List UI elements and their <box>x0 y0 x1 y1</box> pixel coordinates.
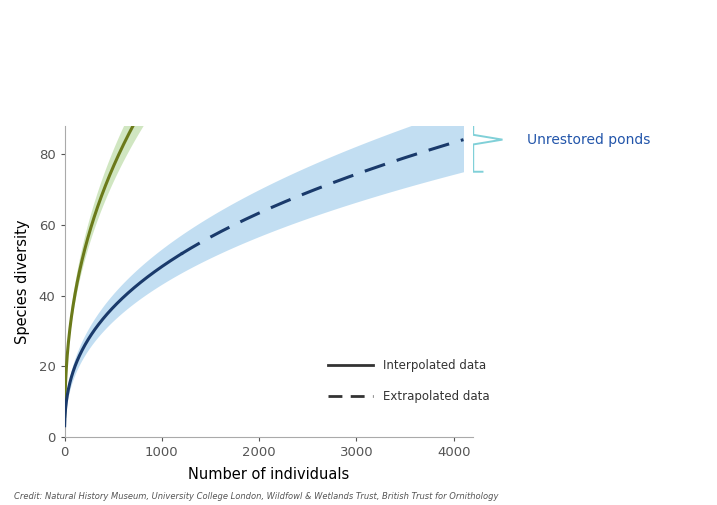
Text: Credit: Natural History Museum, University College London, Wildfowl & Wetlands T: Credit: Natural History Museum, Universi… <box>14 492 499 501</box>
Text: between restored and unrestored ponds on farmland: between restored and unrestored ponds on… <box>18 70 581 89</box>
Text: Comparison of bird species: Comparison of bird species <box>18 26 305 45</box>
Text: Extrapolated data: Extrapolated data <box>383 390 490 402</box>
X-axis label: Number of individuals: Number of individuals <box>189 467 349 482</box>
Y-axis label: Species diversity: Species diversity <box>15 219 30 344</box>
Text: Unrestored ponds: Unrestored ponds <box>527 133 650 146</box>
Text: Interpolated data: Interpolated data <box>383 359 486 372</box>
